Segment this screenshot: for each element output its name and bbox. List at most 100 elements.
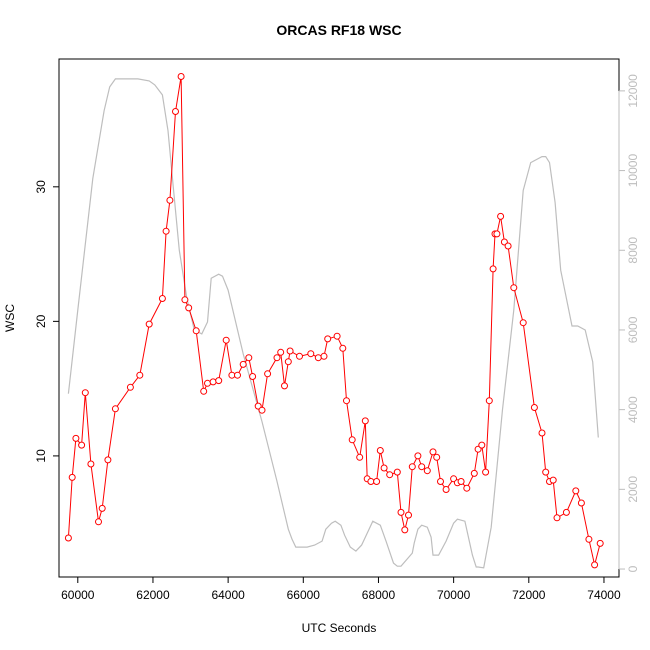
wsc-point [95,518,102,526]
wsc-point [181,296,189,304]
wsc-point [78,441,86,449]
wsc-point [380,464,388,472]
wsc-point [307,350,315,358]
wsc-point [433,453,441,461]
y-axis-label: WSC [3,304,17,332]
wsc-point [457,478,465,485]
secondary-line [67,78,599,569]
wsc-point [373,478,381,485]
wsc-point [577,499,585,507]
wsc-point [478,441,486,449]
wsc-point [393,468,401,476]
y2-tick-label: 8000 [626,237,640,264]
wsc-point [192,327,200,335]
wsc-point [367,478,375,485]
x-tick-label: 70000 [437,588,471,602]
wsc-point [284,358,292,366]
wsc-point [376,447,384,454]
wsc-point [497,212,505,220]
wsc-point [200,387,208,395]
y2-tick-label: 0 [626,565,640,572]
wsc-point [209,378,217,386]
y-tick-label: 10 [34,449,48,463]
wsc-point [339,344,347,352]
x-tick-label: 74000 [587,588,621,602]
wsc-point [264,370,272,378]
wsc-point [401,526,409,534]
wsc-point [286,347,294,355]
bottom-axis: 60000 62000 64000 66000 68000 70000 72000 74000 [61,576,621,602]
wsc-point [585,535,593,543]
wsc-point [414,452,422,460]
y2-tick-label: 2000 [626,476,640,503]
wsc-point [553,514,561,522]
wsc-point [215,377,223,385]
wsc-point [397,508,405,516]
y-tick-label: 20 [34,314,48,328]
wsc-point [504,242,512,250]
wsc-point [249,373,257,380]
wsc-point [204,379,211,387]
wsc-point [177,73,185,80]
wsc-point [234,371,241,379]
wsc-point [482,468,490,476]
wsc-point [356,453,364,461]
x-tick-label: 64000 [211,588,245,602]
wsc-point [185,304,193,312]
wsc-point [519,319,527,327]
wsc-point [111,405,119,413]
wsc-point [348,436,356,444]
wsc-point [549,476,557,484]
wsc-point [386,471,394,479]
y2-tick-label: 12000 [626,74,640,108]
wsc-point [538,429,546,437]
wsc-point [314,354,322,362]
wsc-point [510,284,518,292]
wsc-point [493,230,501,238]
plot-frame [58,58,620,578]
wsc-point [437,478,444,485]
wsc-point [81,389,89,397]
wsc-point [408,463,416,471]
left-axis: 10 20 30 [34,180,60,463]
y2-tick-label: 10000 [626,154,640,188]
wsc-point [136,371,144,379]
wsc-point [239,360,247,368]
wsc-point [104,456,112,464]
wsc-point [273,354,281,362]
wsc-point [442,486,450,493]
wsc-point [343,397,350,405]
series-wsc [64,73,604,569]
wsc-point [361,417,369,425]
wsc-point [530,404,538,411]
wsc-point [145,320,153,328]
wsc-point [258,406,266,414]
wsc-point [489,265,497,273]
wsc-point [281,382,288,390]
chart-title: ORCAS RF18 WSC [276,22,401,38]
x-tick-label: 72000 [512,588,546,602]
y-tick-label: 30 [34,180,48,194]
wsc-point [98,504,106,512]
wsc-point [562,508,570,516]
wsc-point [418,463,426,471]
wsc-point [158,295,166,302]
wsc-point [162,227,170,235]
wsc-point [166,196,174,204]
wsc-point [277,348,285,356]
wsc-point [591,561,599,569]
wsc-point [68,473,76,481]
right-axis: 0 2000 4000 6000 8000 10000 12000 [618,74,640,572]
wsc-point [324,335,332,343]
wsc-point [126,383,134,391]
wsc-point [596,539,604,547]
y2-tick-label: 6000 [626,316,640,343]
wsc-point [429,448,437,456]
wsc-point [222,336,230,344]
x-tick-label: 66000 [287,588,321,602]
wsc-point [333,332,341,340]
wsc-point [572,487,580,495]
x-tick-label: 60000 [61,588,95,602]
series-secondary [67,78,599,569]
